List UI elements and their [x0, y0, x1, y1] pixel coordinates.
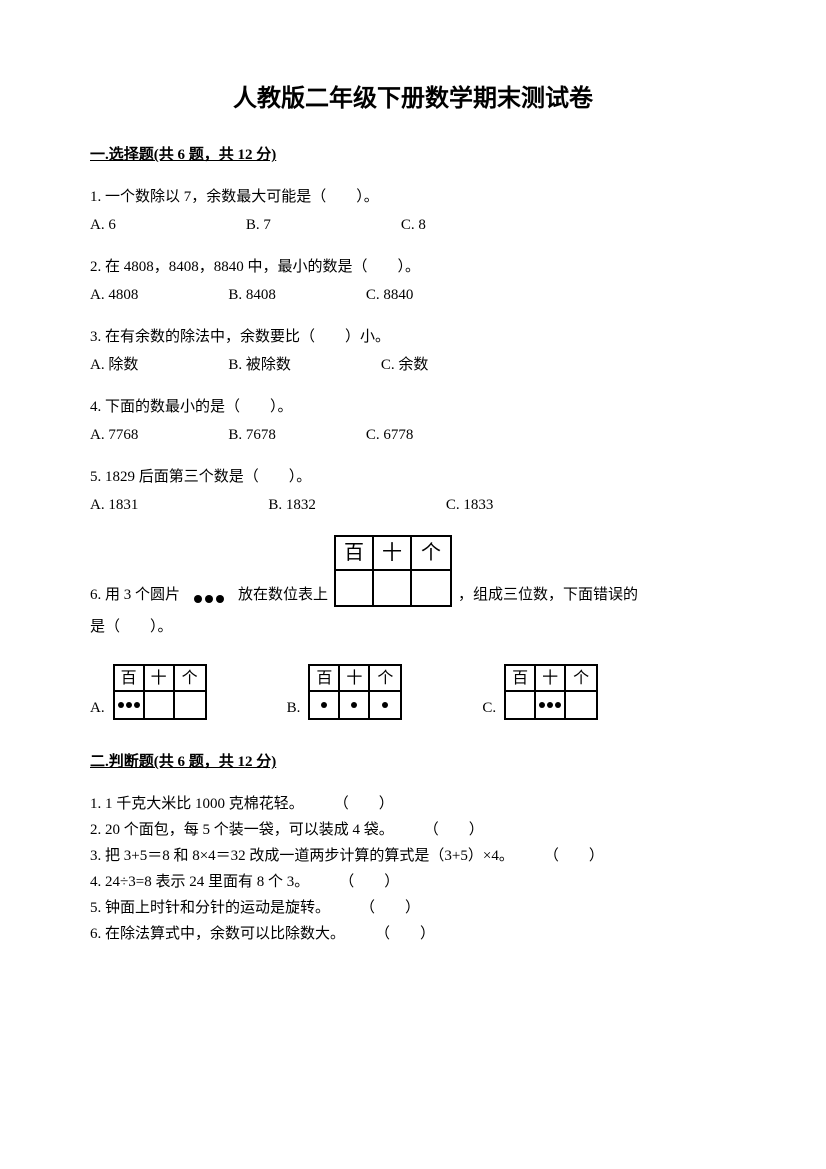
tf-item: 5. 钟面上时针和分针的运动是旋转。 （ ） — [90, 896, 736, 920]
q6-suffix: ，组成三位数，下面错误的 — [458, 583, 638, 607]
q6-optC: C. 百 十 个 — [482, 664, 598, 720]
tf-item: 2. 20 个面包，每 5 个装一袋，可以装成 4 袋。 （ ） — [90, 818, 736, 842]
page-title: 人教版二年级下册数学期末测试卷 — [90, 80, 736, 118]
header-tens: 十 — [374, 537, 412, 571]
tf-paren: （ ） — [339, 870, 399, 894]
tf-paren: （ ） — [334, 792, 394, 816]
tf-text: 5. 钟面上时针和分针的运动是旋转。 — [90, 896, 330, 920]
tf-item: 6. 在除法算式中，余数可以比除数大。 （ ） — [90, 922, 736, 946]
q6-prefix: 6. 用 3 个圆片 — [90, 583, 180, 607]
q1-optC: C. 8 — [401, 213, 426, 237]
q5-optB: B. 1832 — [268, 493, 316, 517]
tf-text: 6. 在除法算式中，余数可以比除数大。 — [90, 922, 345, 946]
cell-empty — [506, 692, 536, 718]
q6-optA-label: A. — [90, 696, 105, 720]
q5-text: 5. 1829 后面第三个数是（ ）。 — [90, 465, 736, 489]
q1-optA: A. 6 — [90, 213, 116, 237]
q2: 2. 在 4808，8408，8840 中，最小的数是（ ）。 A. 4808 … — [90, 255, 736, 307]
q5-optC: C. 1833 — [446, 493, 494, 517]
q6-optA: A. 百 十 个 — [90, 664, 207, 720]
place-table-B: 百 十 个 — [308, 664, 402, 720]
q5-optA: A. 1831 — [90, 493, 138, 517]
q2-optA: A. 4808 — [90, 283, 138, 307]
cell-empty — [412, 571, 450, 605]
q3-optC: C. 余数 — [381, 353, 429, 377]
cell-3dots — [536, 692, 566, 718]
cell-1dot — [370, 692, 400, 718]
q2-optB: B. 8408 — [228, 283, 276, 307]
tf-item: 4. 24÷3=8 表示 24 里面有 8 个 3。 （ ） — [90, 870, 736, 894]
q1: 1. 一个数除以 7，余数最大可能是（ ）。 A. 6 B. 7 C. 8 — [90, 185, 736, 237]
q4-optC: C. 6778 — [366, 423, 414, 447]
q4-optA: A. 7768 — [90, 423, 138, 447]
section1-header: 一.选择题(共 6 题，共 12 分) — [90, 143, 736, 167]
tf-paren: （ ） — [424, 818, 484, 842]
cell-empty — [336, 571, 374, 605]
header-hundreds: 百 — [336, 537, 374, 571]
tf-item: 1. 1 千克大米比 1000 克棉花轻。 （ ） — [90, 792, 736, 816]
q6-optB: B. 百 十 个 — [287, 664, 403, 720]
q4: 4. 下面的数最小的是（ ）。 A. 7768 B. 7678 C. 6778 — [90, 395, 736, 447]
tf-paren: （ ） — [544, 844, 604, 868]
tf-list: 1. 1 千克大米比 1000 克棉花轻。 （ ） 2. 20 个面包，每 5 … — [90, 792, 736, 946]
q1-text: 1. 一个数除以 7，余数最大可能是（ ）。 — [90, 185, 736, 209]
dots-icon — [194, 595, 224, 603]
q1-optB: B. 7 — [246, 213, 271, 237]
q4-text: 4. 下面的数最小的是（ ）。 — [90, 395, 736, 419]
q3-optB: B. 被除数 — [228, 353, 291, 377]
cell-3dots — [115, 692, 145, 718]
tf-text: 1. 1 千克大米比 1000 克棉花轻。 — [90, 792, 304, 816]
q4-optB: B. 7678 — [228, 423, 276, 447]
place-table-C: 百 十 个 — [504, 664, 598, 720]
q6-optB-label: B. — [287, 696, 301, 720]
cell-empty — [145, 692, 175, 718]
cell-1dot — [310, 692, 340, 718]
tf-text: 2. 20 个面包，每 5 个装一袋，可以装成 4 袋。 — [90, 818, 394, 842]
q6-optC-label: C. — [482, 696, 496, 720]
place-table-A: 百 十 个 — [113, 664, 207, 720]
tf-text: 4. 24÷3=8 表示 24 里面有 8 个 3。 — [90, 870, 309, 894]
tf-paren: （ ） — [375, 922, 435, 946]
header-ones: 个 — [412, 537, 450, 571]
place-value-table: 百 十 个 — [334, 535, 452, 607]
q5: 5. 1829 后面第三个数是（ ）。 A. 1831 B. 1832 C. 1… — [90, 465, 736, 517]
tf-item: 3. 把 3+5＝8 和 8×4＝32 改成一道两步计算的算式是（3+5）×4。… — [90, 844, 736, 868]
section2-header: 二.判断题(共 6 题，共 12 分) — [90, 750, 736, 774]
q3-text: 3. 在有余数的除法中，余数要比（ ）小。 — [90, 325, 736, 349]
tf-paren: （ ） — [360, 896, 420, 920]
q6-mid1: 放在数位表上 — [238, 583, 328, 607]
q3: 3. 在有余数的除法中，余数要比（ ）小。 A. 除数 B. 被除数 C. 余数 — [90, 325, 736, 377]
cell-empty — [374, 571, 412, 605]
cell-1dot — [340, 692, 370, 718]
q3-optA: A. 除数 — [90, 353, 138, 377]
cell-empty — [175, 692, 205, 718]
q6-line2: 是（ ）。 — [90, 615, 736, 639]
q2-optC: C. 8840 — [366, 283, 414, 307]
cell-empty — [566, 692, 596, 718]
q6: 6. 用 3 个圆片 放在数位表上 百 十 个 ，组成三位数，下面错误的 是（ … — [90, 535, 736, 720]
tf-text: 3. 把 3+5＝8 和 8×4＝32 改成一道两步计算的算式是（3+5）×4。 — [90, 844, 514, 868]
q2-text: 2. 在 4808，8408，8840 中，最小的数是（ ）。 — [90, 255, 736, 279]
